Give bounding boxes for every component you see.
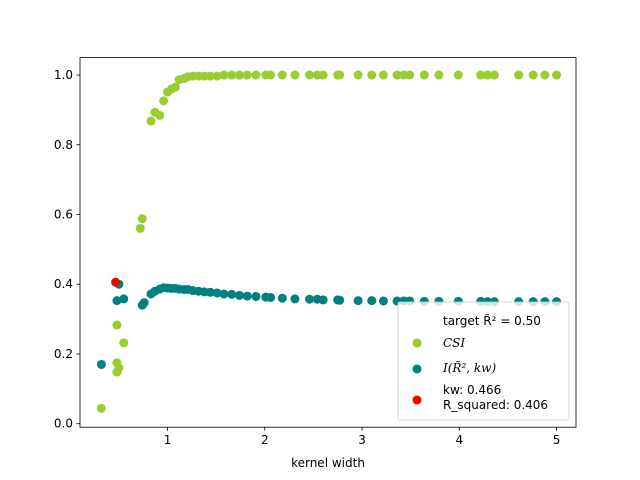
- csi-point-22: [212, 71, 222, 81]
- csi-point-49: [514, 70, 524, 80]
- i-point-1: [112, 296, 122, 306]
- i-point-37: [378, 296, 388, 306]
- csi-point-50: [528, 70, 538, 80]
- x-tick-label-3: 4: [455, 433, 463, 447]
- csi-point-21: [205, 71, 215, 81]
- csi-point-51: [540, 70, 550, 80]
- x-tick-label-0: 1: [164, 433, 172, 447]
- csi-point-45: [453, 70, 463, 80]
- csi-point-0: [96, 403, 106, 413]
- csi-point-5: [119, 338, 129, 348]
- csi-point-7: [137, 214, 147, 224]
- legend-box: [397, 301, 570, 421]
- csi-point-29: [266, 70, 276, 80]
- csi-point-25: [234, 70, 244, 80]
- legend-marker-i: [412, 364, 422, 374]
- csi-point-10: [155, 110, 165, 120]
- csi-point-38: [367, 70, 377, 80]
- csi-point-43: [419, 70, 429, 80]
- legend-label-optimum-line2: R_squared: 0.406: [443, 398, 548, 412]
- csi-point-31: [290, 70, 300, 80]
- i-point-32: [318, 295, 328, 305]
- i-point-25: [251, 291, 261, 301]
- y-tick-label-3: 0.6: [54, 208, 73, 222]
- csi-point-30: [277, 70, 287, 80]
- csi-point-47: [482, 70, 492, 80]
- i-point-21: [219, 289, 229, 299]
- csi-point-36: [335, 70, 345, 80]
- csi-point-34: [318, 70, 328, 80]
- csi-point-8: [146, 116, 156, 126]
- i-point-5: [139, 298, 149, 308]
- csi-point-11: [159, 96, 169, 106]
- points-layer: [96, 70, 562, 413]
- plot-frame: [79, 57, 577, 428]
- x-tick-label-2: 3: [358, 433, 366, 447]
- legend-label-csi: CSI: [443, 336, 465, 350]
- csi-point-24: [227, 70, 237, 80]
- i-point-28: [277, 293, 287, 303]
- i-point-24: [242, 291, 252, 301]
- y-tick-label-0: 0.0: [54, 417, 73, 431]
- i-point-22: [227, 289, 237, 299]
- i-point-23: [234, 290, 244, 300]
- i-point-34: [335, 295, 345, 305]
- y-tick-label-1: 0.2: [54, 347, 73, 361]
- csi-point-4: [112, 320, 122, 330]
- y-axis: 0.0 0.2 0.4 0.6 0.8 1.0: [54, 68, 80, 431]
- i-point-30: [305, 294, 315, 304]
- csi-point-27: [251, 70, 261, 80]
- i-point-3: [119, 294, 129, 304]
- i-point-29: [290, 294, 300, 304]
- x-tick-label-4: 5: [553, 433, 561, 447]
- legend-marker-optimum: [412, 395, 422, 405]
- legend: target R̃² = 0.50 CSI I(R̃², kw) kw: 0.4…: [397, 301, 570, 421]
- csi-point-6: [135, 223, 145, 233]
- csi-point-37: [353, 70, 363, 80]
- y-tick-label-5: 1.0: [54, 68, 73, 82]
- legend-marker-csi: [412, 338, 422, 348]
- x-tick-label-1: 2: [261, 433, 269, 447]
- legend-title: target R̃² = 0.50: [443, 314, 541, 328]
- i-point-36: [367, 296, 377, 306]
- csi-point-48: [489, 70, 499, 80]
- csi-point-46: [476, 70, 486, 80]
- x-axis: 1 2 3 4 5: [164, 427, 561, 447]
- csi-point-14: [170, 82, 180, 92]
- y-tick-label-4: 0.8: [54, 138, 73, 152]
- csi-point-3: [114, 363, 124, 373]
- i-point-0: [96, 359, 106, 369]
- csi-point-39: [378, 70, 388, 80]
- legend-label-optimum: kw: 0.466 R_squared: 0.406: [443, 383, 548, 412]
- csi-point-26: [242, 70, 252, 80]
- csi-point-23: [219, 70, 229, 80]
- i-point-35: [353, 296, 363, 306]
- legend-label-i: I(R̃², kw): [442, 360, 496, 375]
- csi-point-32: [305, 70, 315, 80]
- csi-point-40: [392, 70, 402, 80]
- x-axis-label: kernel width: [291, 456, 365, 470]
- csi-point-44: [434, 70, 444, 80]
- i-point-20: [212, 288, 222, 298]
- legend-label-optimum-line1: kw: 0.466: [443, 383, 501, 397]
- csi-point-52: [552, 70, 562, 80]
- i-point-19: [205, 287, 215, 297]
- i-point-27: [266, 292, 276, 302]
- csi-point-42: [405, 70, 415, 80]
- optimum-point-0: [111, 277, 121, 287]
- y-tick-label-2: 0.4: [54, 277, 73, 291]
